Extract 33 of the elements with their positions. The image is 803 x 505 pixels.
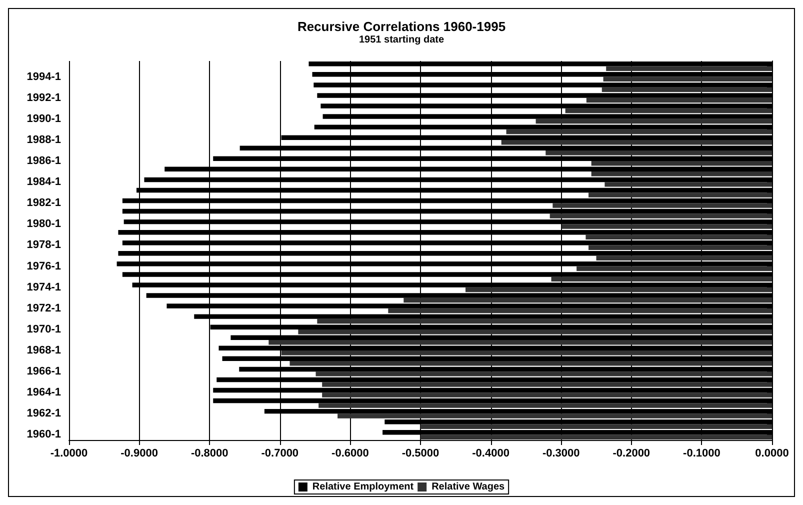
x-tick-label: -0.6000 <box>332 448 369 460</box>
y-tick-label: 1994-1 <box>26 70 61 83</box>
x-tick-label: -0.5000 <box>402 448 440 460</box>
y-tick-label: 1964-1 <box>26 386 61 399</box>
y-tick-label: 1990-1 <box>26 112 61 125</box>
y-tick-label: 1984-1 <box>26 176 61 188</box>
y-tick-label: 1982-1 <box>26 197 61 210</box>
x-tick-label: 0.0000 <box>755 448 789 460</box>
x-tick-label: -0.2000 <box>612 448 650 460</box>
chart-title: Recursive Correlations 1960-1995 <box>297 19 506 34</box>
x-tick-label: -0.1000 <box>683 448 720 460</box>
y-tick-label: 1988-1 <box>26 134 61 146</box>
y-tick-label: 1980-1 <box>26 218 61 230</box>
x-tick-label: -0.8000 <box>190 448 228 460</box>
x-tick-label: -0.9000 <box>120 448 158 460</box>
y-tick-label: 1986-1 <box>26 155 61 168</box>
y-tick-label: 1970-1 <box>26 323 61 336</box>
legend-label: Relative Wages <box>432 482 506 492</box>
y-tick-label: 1962-1 <box>26 408 61 420</box>
y-tick-label: 1966-1 <box>26 366 61 378</box>
y-tick-label: 1976-1 <box>26 260 61 272</box>
x-tick-label: -0.3000 <box>542 448 580 460</box>
y-tick-label: 1968-1 <box>26 344 61 357</box>
x-tick-label: -0.7000 <box>261 448 299 460</box>
y-tick-label: 1978-1 <box>26 239 61 252</box>
x-tick-label: -0.4000 <box>472 448 510 460</box>
y-tick-label: 1974-1 <box>26 281 61 294</box>
y-tick-label: 1960-1 <box>26 428 61 441</box>
y-tick-label: 1972-1 <box>26 302 61 314</box>
y-tick-label: 1992-1 <box>26 92 61 104</box>
chart-subtitle: 1951 starting date <box>358 34 444 46</box>
legend-label: Relative Employment <box>312 482 414 492</box>
x-tick-label: -1.0000 <box>50 448 88 460</box>
